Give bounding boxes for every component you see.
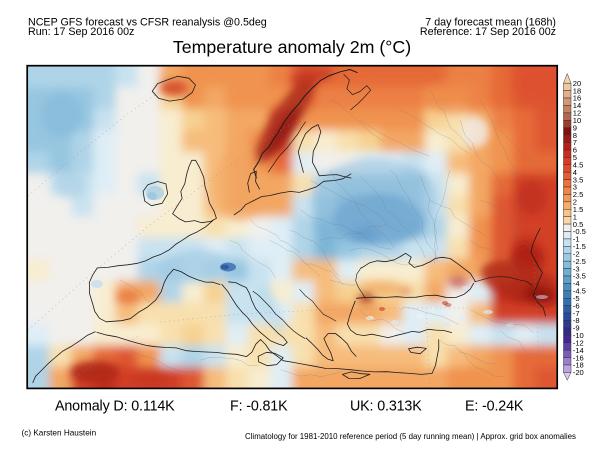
svg-text:6: 6 <box>573 146 577 155</box>
svg-text:20: 20 <box>573 79 581 88</box>
svg-text:4.5: 4.5 <box>573 160 584 169</box>
svg-text:3: 3 <box>573 183 577 192</box>
svg-text:1: 1 <box>573 212 577 221</box>
svg-text:3.5: 3.5 <box>573 175 584 184</box>
svg-text:5: 5 <box>573 153 577 162</box>
svg-text:-2.5: -2.5 <box>573 257 586 266</box>
svg-text:2.5: 2.5 <box>573 190 584 199</box>
svg-text:-3: -3 <box>573 264 580 273</box>
svg-text:E: -0.24K: E: -0.24K <box>465 398 524 414</box>
svg-text:-4.5: -4.5 <box>573 287 586 296</box>
svg-text:-9: -9 <box>573 324 580 333</box>
svg-text:-16: -16 <box>573 353 584 362</box>
svg-text:-18: -18 <box>573 361 584 370</box>
svg-text:Anomaly D: 0.114K: Anomaly D: 0.114K <box>55 398 175 414</box>
svg-text:-4: -4 <box>573 279 580 288</box>
svg-text:1.5: 1.5 <box>573 205 584 214</box>
svg-text:18: 18 <box>573 86 581 95</box>
svg-text:-3.5: -3.5 <box>573 272 586 281</box>
svg-text:Climatology for 1981-2010 refe: Climatology for 1981-2010 reference peri… <box>245 432 576 441</box>
svg-text:UK: 0.313K: UK: 0.313K <box>350 398 422 414</box>
svg-text:-2: -2 <box>573 249 580 258</box>
svg-text:-10: -10 <box>573 331 584 340</box>
svg-text:0.5: 0.5 <box>573 220 584 229</box>
svg-text:2: 2 <box>573 198 577 207</box>
svg-text:-12: -12 <box>573 338 584 347</box>
svg-text:7: 7 <box>573 138 577 147</box>
svg-text:8: 8 <box>573 131 577 140</box>
svg-text:7 day forecast mean (168h): 7 day forecast mean (168h) <box>425 17 556 29</box>
svg-text:-20: -20 <box>573 368 584 377</box>
svg-text:9: 9 <box>573 123 577 132</box>
svg-text:10: 10 <box>573 116 581 125</box>
svg-text:Run: 17 Sep 2016 00z: Run: 17 Sep 2016 00z <box>28 26 134 38</box>
svg-text:-6: -6 <box>573 301 580 310</box>
svg-text:F: -0.81K: F: -0.81K <box>230 398 288 414</box>
svg-text:-0.5: -0.5 <box>573 227 586 236</box>
svg-text:-8: -8 <box>573 316 580 325</box>
svg-text:16: 16 <box>573 94 581 103</box>
svg-text:Temperature anomaly 2m (°C): Temperature anomaly 2m (°C) <box>173 37 411 57</box>
svg-text:-14: -14 <box>573 346 584 355</box>
svg-text:-5: -5 <box>573 294 580 303</box>
svg-text:-7: -7 <box>573 309 580 318</box>
svg-text:4: 4 <box>573 168 577 177</box>
svg-text:(c) Karsten Haustein: (c) Karsten Haustein <box>22 429 97 438</box>
svg-text:-1.5: -1.5 <box>573 242 586 251</box>
svg-text:NCEP GFS forecast vs CFSR rean: NCEP GFS forecast vs CFSR reanalysis @0.… <box>28 17 267 29</box>
svg-text:-1: -1 <box>573 235 580 244</box>
svg-text:12: 12 <box>573 109 581 118</box>
svg-text:Reference: 17 Sep 2016 00z: Reference: 17 Sep 2016 00z <box>420 26 556 38</box>
svg-text:14: 14 <box>573 101 581 110</box>
